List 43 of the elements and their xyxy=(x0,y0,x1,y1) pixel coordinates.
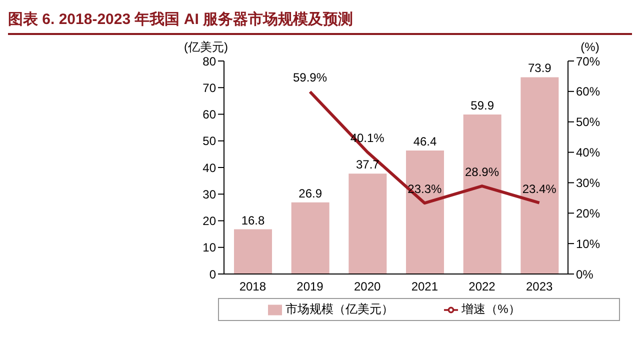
bar xyxy=(348,174,387,274)
x-tick-label: 2018 xyxy=(239,280,266,294)
data-label: 23.4% xyxy=(522,182,557,196)
data-label: 59.9 xyxy=(470,98,494,113)
y-tick-label: 30 xyxy=(202,187,216,202)
y2-tick-label: 40% xyxy=(576,146,600,160)
y2-tick-label: 70% xyxy=(576,54,600,68)
data-label: 16.8 xyxy=(241,213,265,228)
y2-tick-label: 10% xyxy=(576,236,600,251)
data-label: 28.9% xyxy=(464,165,500,180)
y2-axis-title: (%) xyxy=(580,40,600,54)
y2-tick-label: 0% xyxy=(576,267,594,282)
data-label: 37.7 xyxy=(356,158,380,172)
y-tick-label: 20 xyxy=(202,214,216,228)
x-tick-label: 2019 xyxy=(296,280,324,294)
y-tick-label: 80 xyxy=(202,54,216,68)
y-tick-label: 50 xyxy=(202,134,216,148)
x-tick-label: 2021 xyxy=(411,280,438,294)
y-axis-title: (亿美元) xyxy=(184,40,228,54)
bar xyxy=(406,150,444,274)
y2-tick-label: 30% xyxy=(576,176,600,190)
bar xyxy=(463,114,502,274)
x-tick-label: 2023 xyxy=(526,280,554,294)
data-label: 59.9% xyxy=(292,70,328,85)
y2-tick-label: 20% xyxy=(576,206,600,220)
bar xyxy=(520,77,559,274)
y2-tick-label: 60% xyxy=(576,84,600,99)
data-label: 73.9 xyxy=(528,61,552,76)
y-tick-label: 0 xyxy=(209,267,216,282)
legend-label: 市场规模（亿美元） xyxy=(286,302,394,316)
data-label: 46.4 xyxy=(413,134,437,148)
legend-label: 增速（%） xyxy=(462,302,520,316)
chart-title: 图表 6. 2018-2023 年我国 AI 服务器市场规模及预测 xyxy=(8,8,632,35)
y-tick-label: 60 xyxy=(202,108,216,122)
y2-tick-label: 50% xyxy=(576,115,600,130)
bar xyxy=(234,229,272,274)
x-tick-label: 2022 xyxy=(468,280,496,294)
data-label: 26.9 xyxy=(298,186,322,200)
y-tick-label: 40 xyxy=(202,160,216,175)
y-tick-label: 10 xyxy=(202,240,216,255)
bar xyxy=(291,202,330,274)
y-tick-label: 70 xyxy=(202,80,216,95)
x-tick-label: 2020 xyxy=(354,280,382,294)
